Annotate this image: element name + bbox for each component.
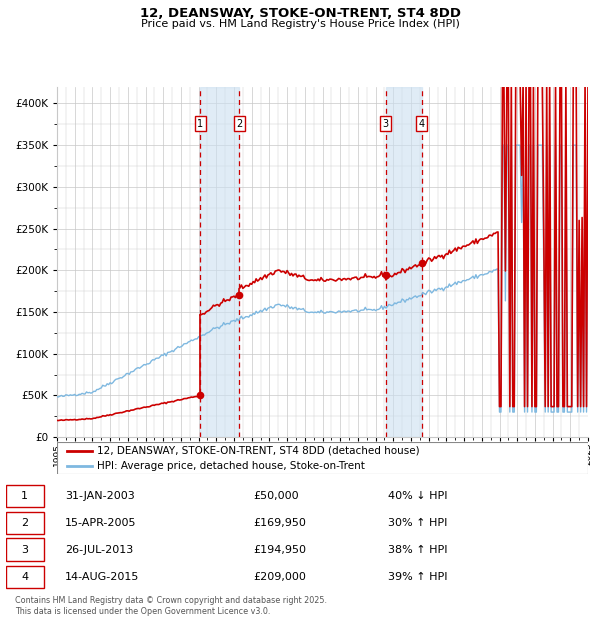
- Text: 3: 3: [22, 544, 28, 555]
- Text: 14-AUG-2015: 14-AUG-2015: [65, 572, 139, 582]
- Text: £209,000: £209,000: [253, 572, 306, 582]
- Text: £50,000: £50,000: [253, 491, 299, 501]
- FancyBboxPatch shape: [6, 512, 44, 534]
- Text: £194,950: £194,950: [253, 544, 306, 555]
- Text: 1: 1: [197, 118, 203, 128]
- Text: HPI: Average price, detached house, Stoke-on-Trent: HPI: Average price, detached house, Stok…: [97, 461, 365, 471]
- Text: 39% ↑ HPI: 39% ↑ HPI: [388, 572, 448, 582]
- Text: 4: 4: [21, 572, 28, 582]
- Text: 31-JAN-2003: 31-JAN-2003: [65, 491, 134, 501]
- Text: 1: 1: [22, 491, 28, 501]
- FancyBboxPatch shape: [6, 539, 44, 561]
- Text: 2: 2: [236, 118, 242, 128]
- Text: 15-APR-2005: 15-APR-2005: [65, 518, 136, 528]
- Text: 12, DEANSWAY, STOKE-ON-TRENT, ST4 8DD: 12, DEANSWAY, STOKE-ON-TRENT, ST4 8DD: [139, 7, 461, 20]
- Text: 40% ↓ HPI: 40% ↓ HPI: [388, 491, 448, 501]
- Bar: [386, 87, 422, 437]
- FancyBboxPatch shape: [6, 566, 44, 588]
- Text: £169,950: £169,950: [253, 518, 306, 528]
- Text: 4: 4: [419, 118, 425, 128]
- Text: Price paid vs. HM Land Registry's House Price Index (HPI): Price paid vs. HM Land Registry's House …: [140, 19, 460, 29]
- FancyBboxPatch shape: [6, 485, 44, 507]
- Text: 30% ↑ HPI: 30% ↑ HPI: [388, 518, 448, 528]
- Text: 26-JUL-2013: 26-JUL-2013: [65, 544, 133, 555]
- Text: 3: 3: [383, 118, 389, 128]
- Text: Contains HM Land Registry data © Crown copyright and database right 2025.
This d: Contains HM Land Registry data © Crown c…: [15, 596, 327, 616]
- Bar: [200, 87, 239, 437]
- Text: 2: 2: [21, 518, 28, 528]
- Text: 38% ↑ HPI: 38% ↑ HPI: [388, 544, 448, 555]
- Text: 12, DEANSWAY, STOKE-ON-TRENT, ST4 8DD (detached house): 12, DEANSWAY, STOKE-ON-TRENT, ST4 8DD (d…: [97, 446, 419, 456]
